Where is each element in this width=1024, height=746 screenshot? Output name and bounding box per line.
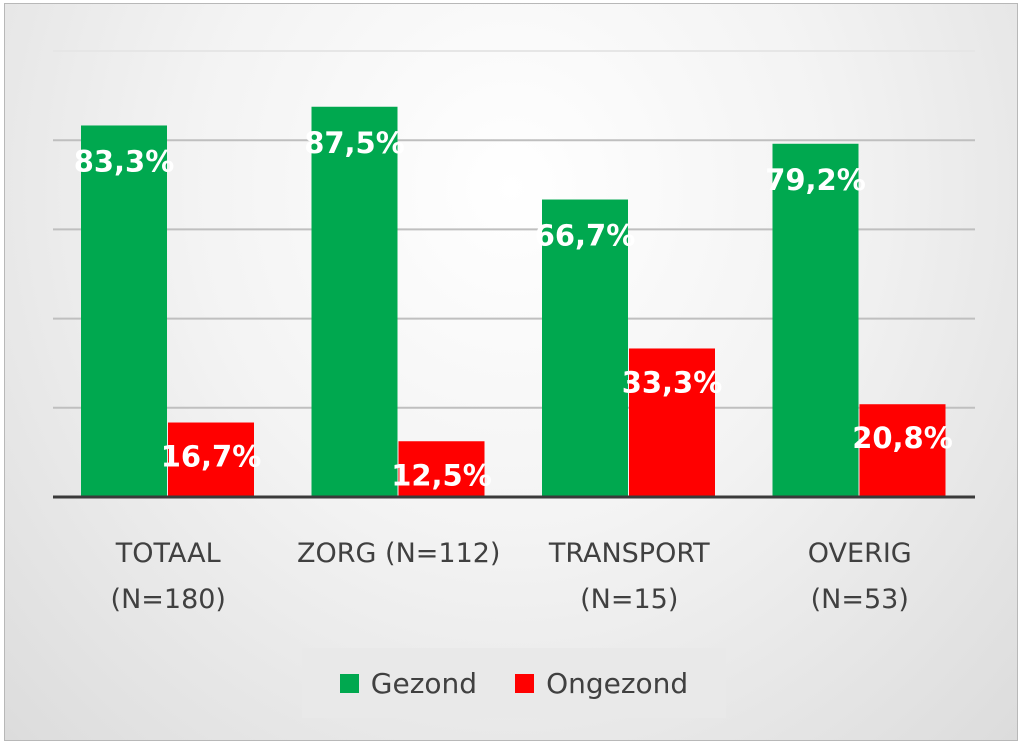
data-label-ongezond-1: 12,5%	[391, 458, 492, 492]
data-label-ongezond-3: 20,8%	[852, 421, 953, 455]
bar-ongezond-3	[859, 404, 946, 497]
category-label-3-1: (N=53)	[811, 584, 909, 615]
legend-label-gezond: Gezond	[370, 666, 478, 700]
legend-item-ongezond: Ongezond	[515, 667, 688, 700]
category-label-2-1: (N=15)	[580, 584, 678, 615]
data-label-ongezond-2: 33,3%	[622, 365, 723, 399]
category-label-0-1: (N=180)	[111, 584, 226, 615]
legend: Gezond Ongezond	[302, 648, 726, 718]
bar-chart: 83,3% 16,7% TOTAAL (N=180) 87,5% 12,5% ZORG (N…	[53, 50, 975, 615]
category-label-3-0: OVERIG	[808, 538, 912, 569]
category-label-2-0: TRANSPORT	[548, 538, 710, 569]
chart-frame: 83,3% 16,7% TOTAAL (N=180) 87,5% 12,5% ZORG (N…	[4, 3, 1018, 741]
legend-label-ongezond: Ongezond	[546, 666, 689, 700]
bar-gezond-3	[772, 143, 859, 497]
bar-ongezond-2	[629, 348, 715, 497]
legend-swatch-ongezond	[515, 673, 535, 693]
bar-gezond-2	[542, 199, 628, 497]
bar-gezond-1	[311, 106, 398, 497]
data-label-gezond-2: 66,7%	[535, 219, 636, 253]
legend-swatch-gezond	[339, 673, 359, 693]
category-label-0-0: TOTAAL	[115, 538, 221, 569]
data-label-ongezond-0: 16,7%	[161, 440, 262, 474]
bar-ongezond-1	[398, 441, 485, 497]
bar-ongezond-0	[168, 422, 254, 497]
data-label-gezond-1: 87,5%	[304, 126, 405, 160]
data-label-gezond-3: 79,2%	[765, 163, 866, 197]
category-label-1-0: ZORG (N=112)	[297, 538, 500, 569]
bar-gezond-0	[81, 125, 167, 498]
legend-item-gezond: Gezond	[339, 666, 478, 700]
data-label-gezond-0: 83,3%	[74, 144, 175, 178]
